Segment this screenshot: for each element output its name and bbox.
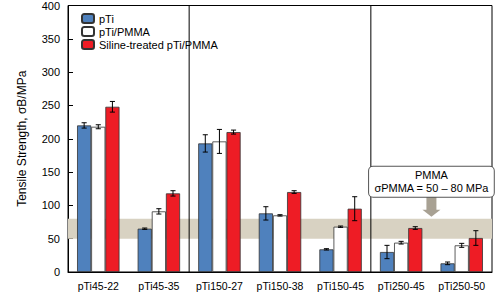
svg-text:250: 250: [42, 99, 60, 111]
svg-text:150: 150: [42, 166, 60, 178]
svg-text:50: 50: [48, 233, 60, 245]
svg-text:Siline-treated pTi/PMMA: Siline-treated pTi/PMMA: [99, 39, 218, 51]
svg-text:pTi250-50: pTi250-50: [438, 280, 485, 292]
svg-text:pTi/PMMA: pTi/PMMA: [99, 26, 151, 38]
svg-text:350: 350: [42, 33, 60, 45]
svg-text:PMMA: PMMA: [415, 169, 449, 181]
svg-text:pTi150-27: pTi150-27: [196, 280, 243, 292]
svg-text:200: 200: [42, 133, 60, 145]
svg-text:pTi45-35: pTi45-35: [138, 280, 179, 292]
svg-text:pTi150-45: pTi150-45: [317, 280, 364, 292]
svg-text:pTi150-38: pTi150-38: [257, 280, 304, 292]
svg-text:pTi250-45: pTi250-45: [378, 280, 425, 292]
svg-text:pTi45-22: pTi45-22: [78, 280, 119, 292]
svg-text:pTi: pTi: [99, 13, 114, 25]
svg-text:400: 400: [42, 0, 60, 12]
svg-text:0: 0: [54, 266, 60, 278]
svg-text:100: 100: [42, 199, 60, 211]
svg-text:σPMMA = 50 – 80 MPa: σPMMA = 50 – 80 MPa: [374, 182, 489, 194]
svg-text:300: 300: [42, 66, 60, 78]
svg-text:Tensile Strength, σB/MPa: Tensile Strength, σB/MPa: [15, 70, 29, 206]
